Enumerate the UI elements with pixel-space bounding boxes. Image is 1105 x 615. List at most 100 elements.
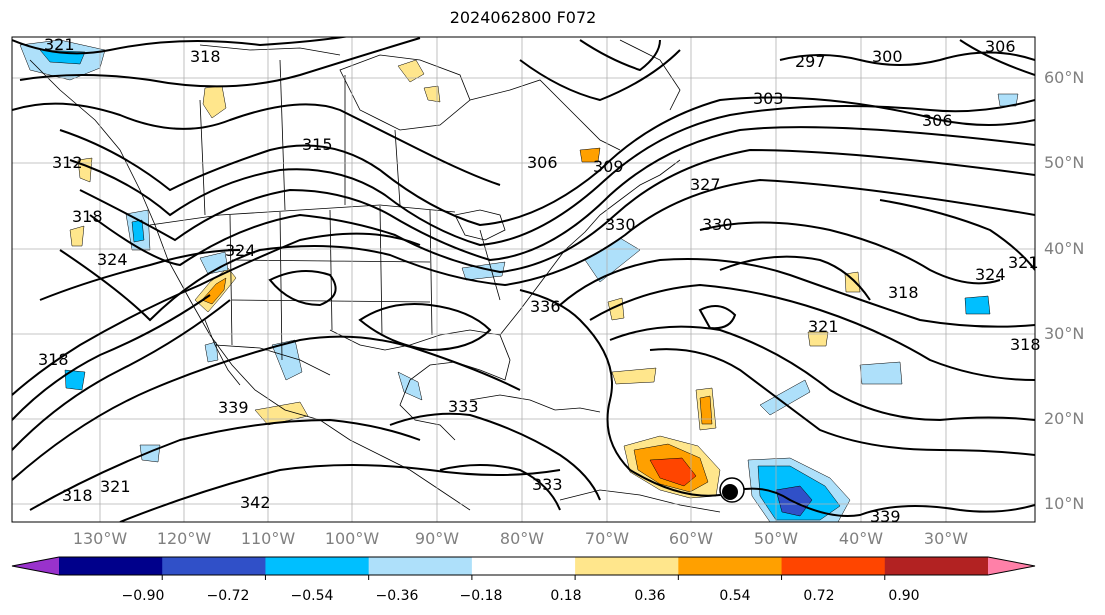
contour-label: 318 [38,350,69,369]
contour-label: 321 [100,477,131,496]
contour-label: 324 [225,241,256,260]
lat-label-10n: 10°N [1044,494,1085,513]
colorbar-tick-label: 0.36 [634,588,666,604]
shade-mid-atl-yellow [807,331,829,347]
contour-line [69,99,1035,247]
lon-label-90w: 90°W [414,529,460,548]
baja-coast [204,319,241,386]
contour-label: 330 [605,215,636,234]
contour-lines [12,37,1035,522]
shade-tropical-core [649,457,697,487]
colorbar-segment [265,557,370,575]
contour-line [389,412,601,501]
contour-label: 306 [985,37,1016,56]
contour-line [119,464,561,522]
contour-label: 321 [808,317,839,336]
contour-label: 303 [753,89,784,108]
contour-line [12,37,350,55]
colorbar-tick-marks [161,575,886,580]
map-title: 2024062800 F072 [449,8,597,27]
lon-label-40w: 40°W [838,529,884,548]
colorbar-segment [575,557,679,575]
contour-label: 339 [218,398,249,417]
contour-line [699,221,1001,285]
colorbar-extend-max [988,557,1035,575]
contour-line [609,325,1035,422]
contour-line [439,464,561,511]
colorbar-tick-label: −0.54 [290,588,334,604]
shade-carib-yellow [611,367,657,385]
shade-pacific-sw [64,369,86,391]
contour-label: 315 [302,135,333,154]
shade-far-east-blue [964,295,991,315]
contour-line [268,270,337,307]
great-lakes [454,209,506,241]
colorbar-segment [59,557,163,575]
contour-line [579,39,661,72]
labrador-coast [469,79,621,151]
lon-label-110w: 110°W [240,529,296,548]
contour-line [89,148,1035,274]
tropical-cyclone-marker [719,477,745,503]
hispaniola [554,407,601,413]
shade-mid-atl-blue [759,379,811,416]
contour-label: 297 [795,52,826,71]
contour-label: 342 [240,493,271,512]
contour-line [779,51,1035,66]
cuba [469,394,556,411]
contour-label: 339 [870,507,901,526]
colorbar-segment [162,557,266,575]
colorbar-extend-min [12,557,59,575]
contour-label-group: 321 318 297 300 306 303 306 312 315 318 … [38,35,1041,526]
contour-line [79,126,1035,262]
colorbar [11,556,1036,580]
contour-line [12,335,521,481]
us-mexico-border [214,344,331,376]
colorbar-tick-label: 0.54 [719,588,751,604]
canada-province-borders [199,59,401,216]
contour-line [12,294,211,421]
shade-labrador [423,85,441,103]
contour-line [589,283,1035,381]
contour-label: 330 [702,215,733,234]
contour-label: 336 [530,297,561,316]
colorbar-tick-label: −0.36 [375,588,419,604]
contour-label: 324 [97,250,128,269]
shade-atlantic-yellow [607,297,625,321]
lon-label-50w: 50°W [753,529,799,548]
lon-label-70w: 70°W [584,529,630,548]
contour-label: 321 [1008,253,1039,272]
contour-line [879,199,1035,271]
colorbar-segment [471,557,576,575]
colorbar-tick-label: −0.90 [121,588,165,604]
contour-line [959,39,1035,76]
gulf-of-mexico-coast [329,329,511,441]
contour-label: 318 [1010,335,1041,354]
lon-label-60w: 60°W [668,529,714,548]
contour-label: 324 [975,265,1006,284]
lon-label-130w: 130°W [72,529,128,548]
contour-line [59,178,1035,322]
contour-label: 321 [44,35,75,54]
pacific-coastline [29,59,471,511]
contour-label: 312 [52,153,83,172]
lon-label-120w: 120°W [156,529,212,548]
shade-newfoundland [579,147,601,163]
lat-label-30n: 30°N [1044,324,1085,343]
contour-line [19,37,421,88]
lon-label-100w: 100°W [324,529,380,548]
us-canada-border [149,204,456,226]
lat-label-20n: 20°N [1044,409,1085,428]
shade-pacific-s [139,444,161,463]
contour-label: 306 [922,111,953,130]
shade-hudson [397,59,425,83]
colorbar-tick-label: 0.18 [550,588,582,604]
lat-label-50n: 50°N [1044,153,1085,172]
shade-east-atl-blue [859,361,903,385]
shade-greenland-blue [997,93,1019,107]
colorbar-segment [368,557,473,575]
contour-label: 318 [62,486,93,505]
contour-label: 318 [888,283,919,302]
colorbar-tick-label: −0.72 [206,588,250,604]
